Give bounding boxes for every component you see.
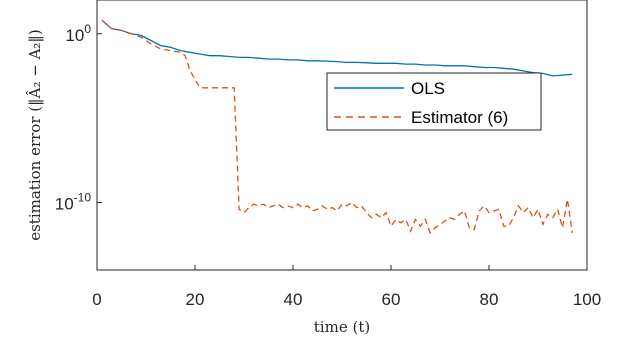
legend-box	[326, 72, 542, 131]
y-tick-label: 100	[65, 22, 91, 45]
x-tick-label: 60	[382, 290, 401, 309]
x-tick-label: 40	[284, 290, 303, 309]
series-line-ols	[101, 19, 573, 77]
series-layer	[101, 19, 573, 235]
y-axis-label: estimation error (‖Â₂ − A₂‖)	[26, 29, 44, 241]
legend-label-estimator: Estimator (6)	[411, 108, 508, 127]
y-axis: 100 10-10	[55, 22, 102, 214]
legend-label-ols: OLS	[411, 79, 445, 98]
x-axis-label: time (t)	[314, 318, 370, 336]
x-tick-label: 80	[480, 290, 499, 309]
x-tick-label: 20	[186, 290, 205, 309]
x-tick-label: 0	[92, 290, 101, 309]
x-tick-label: 100	[573, 290, 601, 309]
x-axis: 0 20 40 60 80 100	[92, 265, 601, 309]
series-line-estimator	[101, 19, 573, 235]
plot-area	[96, 0, 588, 271]
y-tick-label: 10-10	[55, 191, 92, 214]
legend: OLS Estimator (6)	[326, 72, 542, 131]
